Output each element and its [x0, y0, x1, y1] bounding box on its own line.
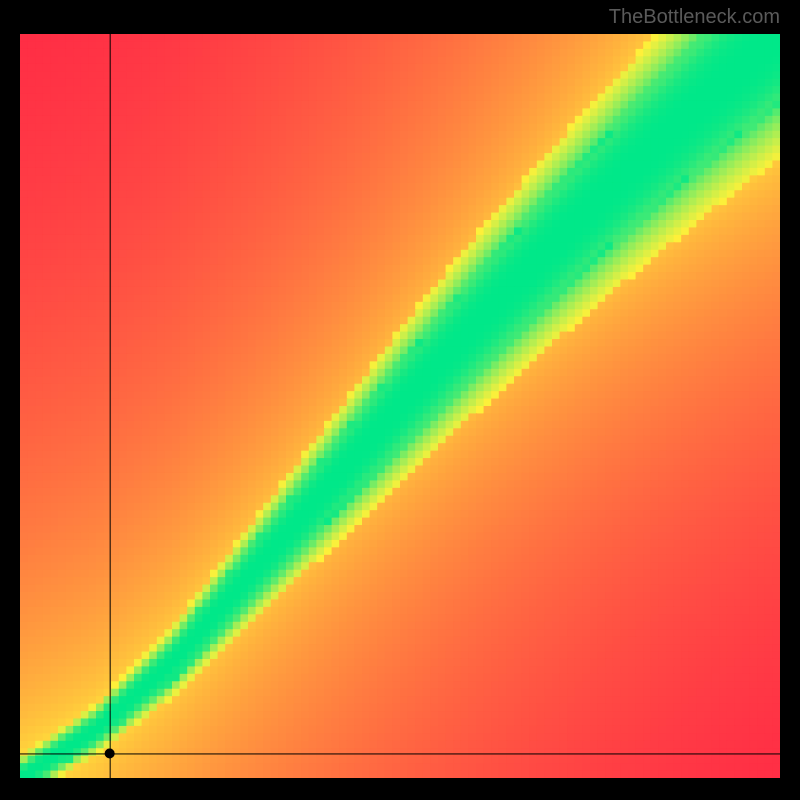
chart-container: TheBottleneck.com: [0, 0, 800, 800]
heatmap-canvas: [20, 34, 780, 778]
heatmap-plot-area: [20, 34, 780, 778]
watermark-text: TheBottleneck.com: [609, 6, 780, 29]
